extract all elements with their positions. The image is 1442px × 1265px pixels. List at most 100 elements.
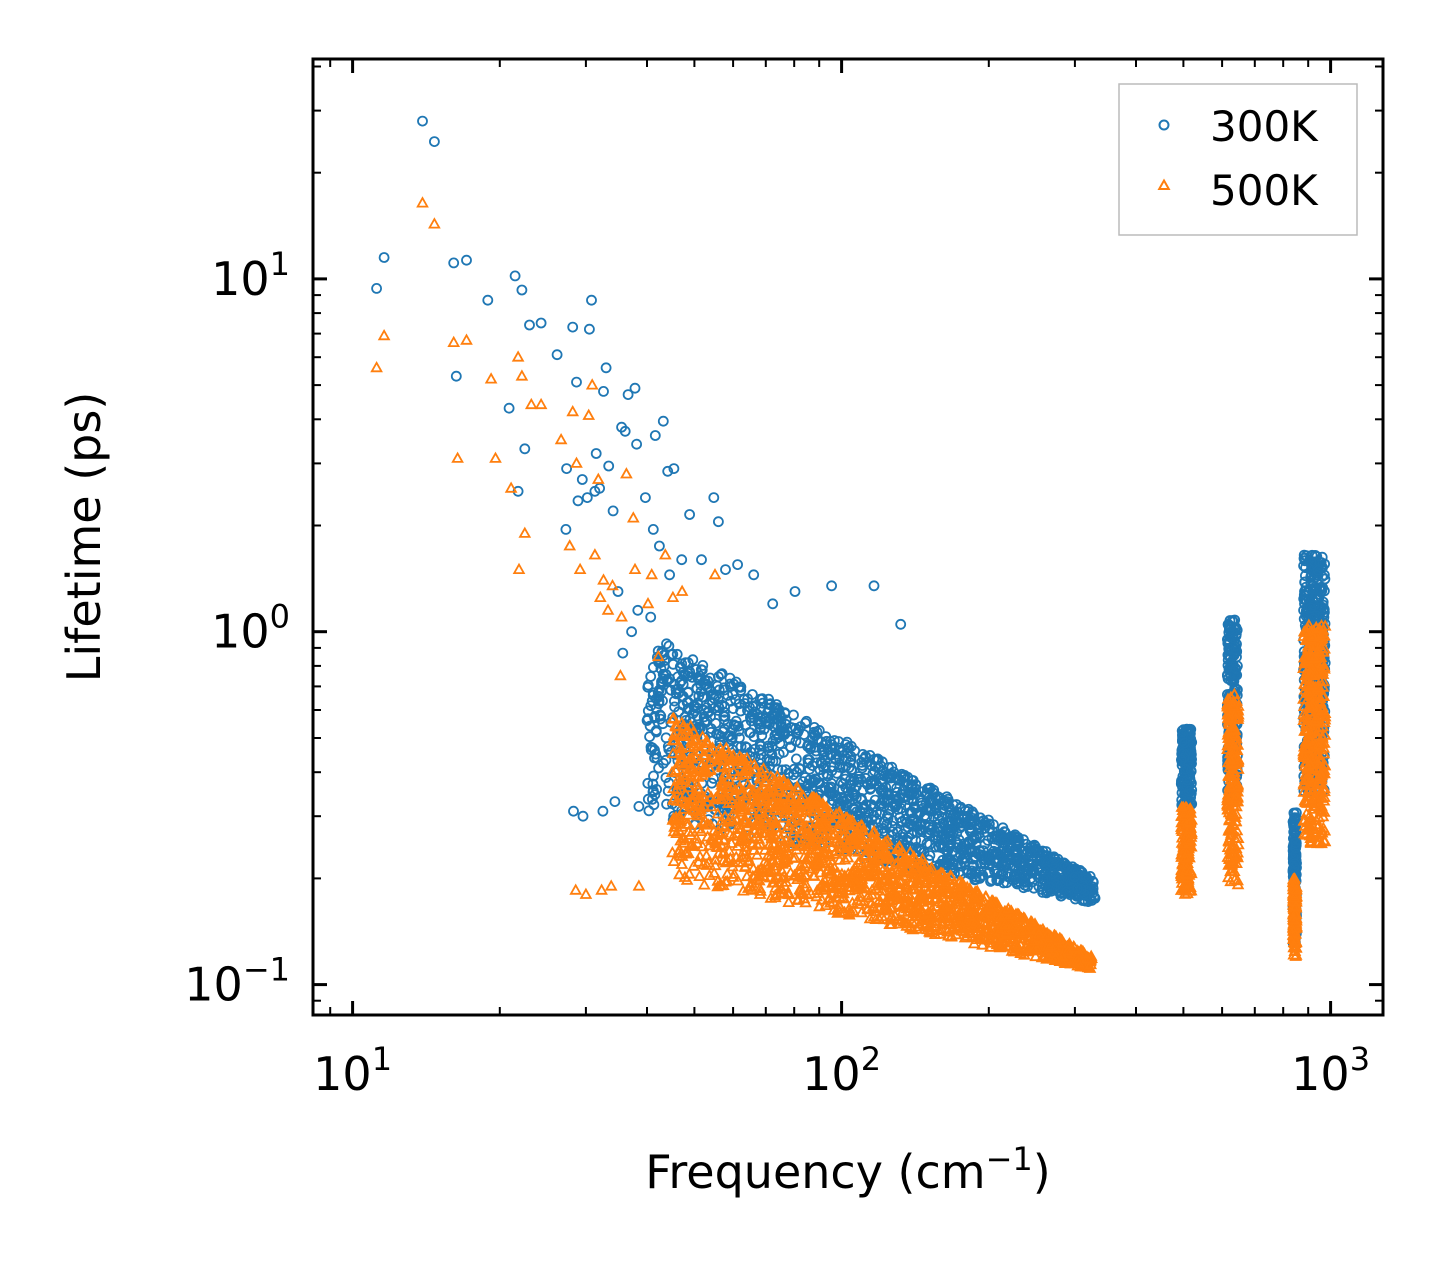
data-point <box>967 813 979 824</box>
data-point <box>1177 837 1190 849</box>
data-point <box>1001 902 1015 914</box>
data-point <box>645 611 657 623</box>
data-point <box>1225 669 1236 681</box>
data-point <box>581 492 593 504</box>
data-point <box>797 887 810 899</box>
data-point <box>961 864 973 876</box>
data-point <box>1036 934 1049 946</box>
data-point <box>676 554 688 566</box>
data-point <box>934 792 945 803</box>
data-point <box>716 788 730 800</box>
data-point <box>745 727 756 739</box>
data-point <box>723 828 737 840</box>
data-point <box>903 794 914 805</box>
data-point <box>921 906 935 918</box>
data-point <box>838 853 852 865</box>
data-point <box>715 760 729 773</box>
data-point <box>701 786 715 798</box>
data-point <box>769 859 783 871</box>
data-point <box>869 864 882 876</box>
data-point <box>656 678 667 690</box>
data-point <box>1005 832 1017 844</box>
data-point <box>891 862 904 874</box>
data-point <box>1312 565 1324 576</box>
data-point <box>747 758 761 770</box>
data-point <box>775 871 789 883</box>
data-point <box>753 887 767 899</box>
data-point <box>647 786 659 798</box>
data-point <box>729 850 743 862</box>
data-point <box>1183 815 1197 827</box>
data-point <box>727 703 739 714</box>
data-point <box>690 778 704 790</box>
data-point <box>754 765 768 777</box>
data-point <box>780 764 792 776</box>
data-point <box>697 762 711 774</box>
data-point <box>711 807 725 819</box>
data-point <box>812 734 823 745</box>
data-point <box>1182 833 1195 845</box>
data-point <box>883 808 894 820</box>
data-point <box>878 835 892 847</box>
data-point <box>833 836 846 848</box>
data-point <box>826 580 837 592</box>
data-point <box>683 740 697 753</box>
data-point <box>678 772 692 784</box>
data-point <box>1298 560 1309 572</box>
data-point <box>829 807 843 819</box>
data-point <box>1084 957 1098 970</box>
data-point <box>680 817 693 829</box>
data-point <box>895 618 907 630</box>
data-point <box>750 872 764 884</box>
data-point <box>1059 942 1072 954</box>
data-point <box>1000 858 1011 870</box>
data-point <box>708 492 720 504</box>
data-point <box>1040 863 1052 875</box>
data-point <box>932 875 946 887</box>
data-point <box>653 656 665 667</box>
data-point <box>711 874 725 886</box>
data-point <box>842 906 856 919</box>
data-point <box>690 664 702 675</box>
data-point <box>739 767 752 779</box>
data-point <box>780 822 794 834</box>
data-point <box>684 828 697 840</box>
data-point <box>1089 892 1101 904</box>
data-point <box>706 749 720 761</box>
data-point <box>691 770 705 782</box>
data-point <box>1303 600 1315 611</box>
data-point <box>657 695 668 707</box>
data-point <box>951 799 962 810</box>
data-point <box>926 909 939 921</box>
data-point <box>936 842 948 854</box>
data-point <box>976 849 988 861</box>
data-point <box>942 887 956 899</box>
data-point <box>688 734 702 746</box>
data-point <box>1025 934 1039 946</box>
data-point <box>944 801 955 813</box>
data-point <box>923 801 934 813</box>
data-point <box>1221 870 1235 883</box>
data-point <box>945 870 958 882</box>
data-point <box>884 910 898 922</box>
data-point <box>571 376 582 388</box>
data-point <box>920 875 934 887</box>
data-point <box>1229 712 1242 724</box>
data-point <box>719 741 733 753</box>
data-point <box>917 803 929 814</box>
data-point <box>706 741 719 753</box>
data-point <box>891 891 904 903</box>
data-point <box>850 825 864 837</box>
data-point <box>835 885 848 897</box>
data-point <box>790 810 804 822</box>
data-point <box>759 826 773 838</box>
data-point <box>780 844 794 856</box>
data-point <box>673 728 687 740</box>
data-point <box>1226 809 1239 821</box>
data-point <box>946 825 957 836</box>
data-point <box>754 724 766 735</box>
data-point <box>741 881 755 893</box>
data-point <box>687 859 700 871</box>
data-point <box>645 700 657 712</box>
data-point <box>720 867 734 879</box>
